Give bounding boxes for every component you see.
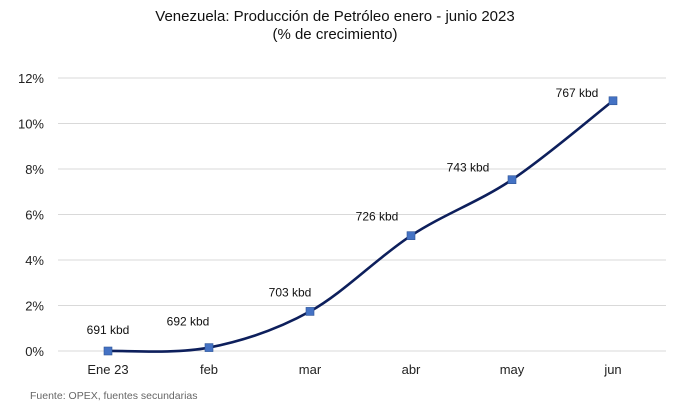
data-point	[507, 175, 517, 184]
chart-subtitle: (% de crecimiento)	[272, 26, 397, 43]
x-tick-label: abr	[402, 362, 421, 377]
x-axis-ticks: Ene 23 feb mar abr may jun	[87, 362, 621, 377]
y-tick-label: 10%	[18, 117, 44, 132]
y-tick-label: 8%	[25, 162, 44, 177]
gridlines	[58, 77, 666, 352]
series-line	[106, 99, 615, 353]
y-tick-label: 12%	[18, 71, 44, 86]
x-tick-label: feb	[200, 362, 218, 377]
data-label: 691 kbd	[87, 323, 130, 337]
data-point	[204, 343, 214, 352]
y-tick-label: 6%	[25, 208, 44, 223]
data-point	[103, 346, 113, 356]
source-note: Fuente: OPEX, fuentes secundarias	[30, 390, 198, 402]
y-axis-ticks: 0% 2% 4% 6% 8% 10% 12%	[18, 71, 44, 359]
x-tick-label: Ene 23	[87, 362, 128, 377]
y-tick-label: 0%	[25, 344, 44, 359]
x-tick-label: jun	[603, 362, 621, 377]
y-tick-label: 2%	[25, 299, 44, 314]
data-label: 743 kbd	[447, 161, 490, 175]
y-tick-label: 4%	[25, 253, 44, 268]
data-labels: 691 kbd 692 kbd 703 kbd 726 kbd 743 kbd 767 k…	[87, 86, 599, 337]
data-point	[305, 307, 315, 316]
x-tick-label: mar	[299, 362, 322, 377]
series	[103, 96, 618, 356]
chart-title: Venezuela: Producción de Petróleo enero …	[155, 8, 514, 25]
data-point	[608, 96, 618, 106]
data-label: 726 kbd	[356, 210, 399, 224]
data-label: 692 kbd	[167, 315, 210, 329]
x-tick-label: may	[500, 362, 525, 377]
data-point	[406, 231, 416, 240]
data-label: 703 kbd	[269, 285, 312, 299]
data-label: 767 kbd	[556, 86, 599, 100]
